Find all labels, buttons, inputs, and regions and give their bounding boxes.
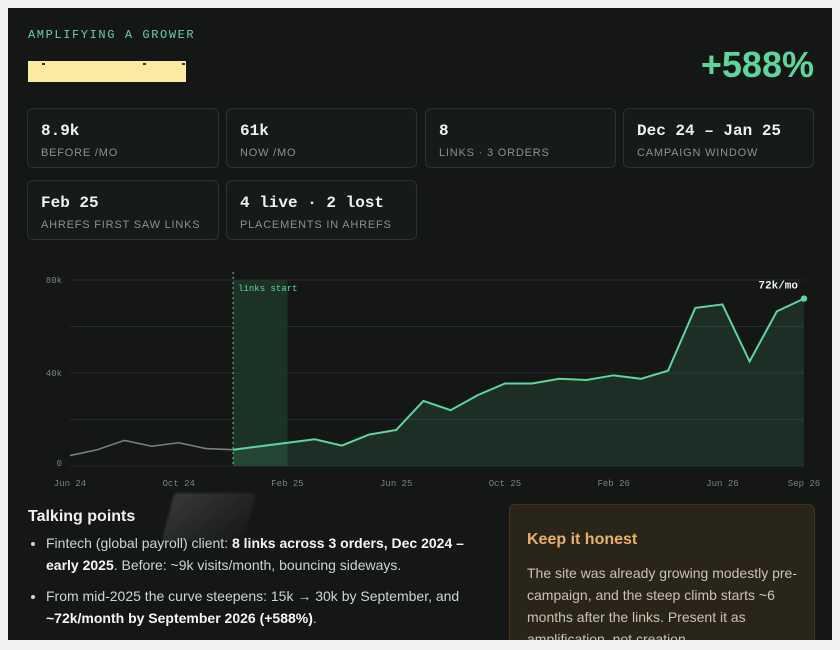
stat-placements: 4 live · 2 lost PLACEMENTS IN AHREFS bbox=[226, 180, 417, 240]
talking-points-title: Talking points bbox=[28, 508, 136, 525]
stat-before: 8.9k BEFORE /MO bbox=[27, 108, 219, 168]
data-point bbox=[800, 295, 808, 302]
x-tick-label: Jun 25 bbox=[380, 479, 412, 489]
x-tick-label: Oct 24 bbox=[163, 479, 195, 489]
traffic-chart: 0 40k 80k Jun 24 Oct 24 Feb 25 Jun 25 Oct 25 Feb… bbox=[46, 272, 820, 489]
x-tick-label: Feb 25 bbox=[271, 479, 303, 489]
stat-now: 61k NOW /MO bbox=[226, 108, 417, 168]
keep-it-honest-callout: Keep it honest The site was already grow… bbox=[509, 504, 815, 640]
series-line-post-campaign bbox=[232, 297, 805, 451]
stat-value: 4 live · 2 lost bbox=[240, 194, 385, 212]
stat-label: NOW /MO bbox=[240, 147, 297, 159]
x-tick-label: Jun 26 bbox=[706, 479, 738, 489]
x-tick-label: Feb 26 bbox=[598, 479, 630, 489]
stat-value: 8 bbox=[439, 122, 449, 140]
callout-title: Keep it honest bbox=[527, 531, 638, 548]
stat-value: 61k bbox=[240, 122, 269, 140]
redacted-client-name bbox=[28, 61, 186, 82]
campaign-start-label: links start bbox=[238, 284, 297, 294]
stat-label: AHREFS FIRST SAW LINKS bbox=[41, 219, 201, 231]
x-tick-label: Oct 25 bbox=[489, 479, 521, 489]
stat-value: Feb 25 bbox=[41, 194, 99, 212]
growth-headline: +588% bbox=[700, 44, 814, 85]
callout-body: The site was already growing modestly pr… bbox=[527, 565, 798, 640]
end-value-label: 72k/mo bbox=[758, 281, 798, 293]
campaign-band bbox=[233, 280, 288, 466]
stat-value: 8.9k bbox=[41, 122, 80, 140]
y-tick-label: 80k bbox=[46, 276, 62, 286]
series-line-pre-campaign bbox=[69, 439, 234, 457]
eyebrow-label: AMPLIFYING A GROWER bbox=[28, 28, 196, 42]
talking-point: Fintech (global payroll) client: 8 links… bbox=[46, 532, 486, 576]
y-tick-label: 0 bbox=[57, 459, 62, 469]
stat-label: PLACEMENTS IN AHREFS bbox=[240, 219, 392, 231]
stat-campaign-window: Dec 24 – Jan 25 CAMPAIGN WINDOW bbox=[623, 108, 814, 168]
stat-label: CAMPAIGN WINDOW bbox=[637, 147, 759, 159]
talking-point: From mid-2025 the curve steepens: 15k → … bbox=[46, 585, 486, 629]
stat-links: 8 LINKS · 3 ORDERS bbox=[425, 108, 616, 168]
stat-label: LINKS · 3 ORDERS bbox=[439, 147, 550, 159]
x-tick-label: Jun 24 bbox=[54, 479, 86, 489]
stat-value: Dec 24 – Jan 25 bbox=[637, 122, 782, 140]
x-tick-label: Sep 26 bbox=[788, 479, 820, 489]
stat-ahrefs-first-saw: Feb 25 AHREFS FIRST SAW LINKS bbox=[27, 180, 219, 240]
stat-label: BEFORE /MO bbox=[41, 147, 119, 159]
talking-points-list: Fintech (global payroll) client: 8 links… bbox=[30, 532, 486, 638]
area-fill bbox=[233, 298, 805, 466]
y-tick-label: 40k bbox=[46, 369, 62, 379]
report-card: AMPLIFYING A GROWER +588% 8.9k BEFORE /M… bbox=[8, 8, 832, 640]
